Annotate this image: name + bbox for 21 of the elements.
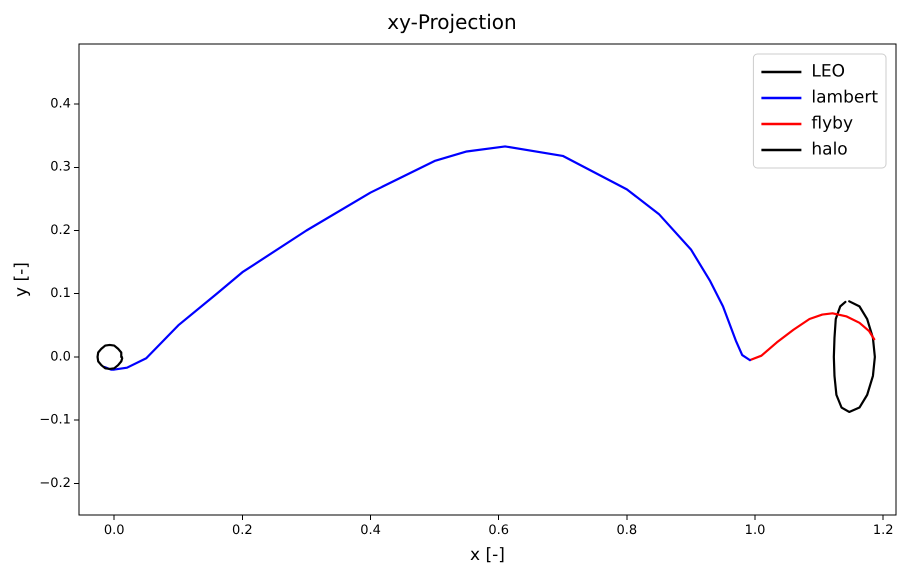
legend-label: flyby (811, 113, 854, 134)
y-axis-title: y [-] (12, 262, 32, 297)
x-tick-label: 1.2 (872, 523, 894, 538)
chart-title: xy-Projection (387, 10, 517, 34)
y-tick-label: −0.1 (39, 412, 71, 428)
x-axis-title: x [-] (470, 545, 505, 566)
y-tick-label: 0.0 (50, 349, 71, 364)
x-tick-label: 0.0 (104, 523, 125, 538)
x-tick-label: 0.2 (232, 523, 253, 538)
y-tick-label: 0.2 (50, 222, 71, 238)
y-tick-label: −0.2 (39, 476, 71, 491)
y-tick-label: 0.4 (50, 96, 71, 112)
x-tick-label: 0.8 (616, 523, 638, 538)
y-tick-label: 0.1 (50, 286, 71, 302)
x-tick-label: 1.0 (744, 523, 766, 538)
x-tick-label: 0.4 (360, 523, 381, 538)
legend-label: LEO (811, 61, 845, 82)
x-tick-label: 0.6 (488, 523, 510, 538)
legend-label: halo (811, 139, 848, 160)
y-tick-label: 0.3 (50, 160, 71, 175)
legend-label: lambert (811, 87, 878, 108)
